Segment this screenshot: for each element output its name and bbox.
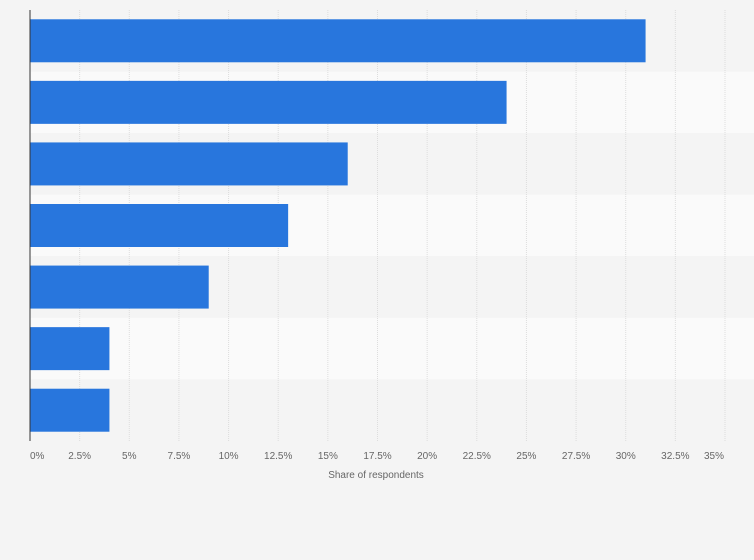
bar-4[interactable] (30, 204, 289, 247)
bar-2[interactable] (30, 80, 507, 124)
x-tick-label: 35% (704, 451, 724, 462)
x-tick-label: 12.5% (264, 451, 292, 462)
x-tick-label: 25% (516, 451, 536, 462)
bar-3[interactable] (30, 142, 348, 186)
x-tick-label: 30% (616, 451, 636, 462)
x-tick-label: 5% (122, 451, 137, 462)
x-tick-label: 17.5% (363, 451, 391, 462)
x-tick-label: 10% (219, 451, 239, 462)
x-axis-ticks: 0% 2.5% 5% 7.5% 10% 12.5% 15% 17.5% 20% 22.5% 25% 2… (30, 451, 724, 462)
x-tick-label: 2.5% (68, 451, 91, 462)
bar-1[interactable] (30, 19, 646, 63)
bars (30, 19, 646, 432)
bar-5[interactable] (30, 265, 209, 309)
x-tick-label: 15% (318, 451, 338, 462)
x-tick-label: 7.5% (168, 451, 191, 462)
x-tick-label: 0% (30, 451, 45, 462)
x-tick-label: 27.5% (562, 451, 590, 462)
x-tick-label: 32.5% (661, 451, 689, 462)
bar-7[interactable] (30, 388, 110, 432)
x-tick-label: 22.5% (463, 451, 491, 462)
row-band-6 (30, 317, 754, 380)
x-axis-title: Share of respondents (328, 470, 424, 481)
bar-6[interactable] (30, 327, 110, 371)
x-tick-label: 20% (417, 451, 437, 462)
row-band-7 (30, 379, 754, 441)
